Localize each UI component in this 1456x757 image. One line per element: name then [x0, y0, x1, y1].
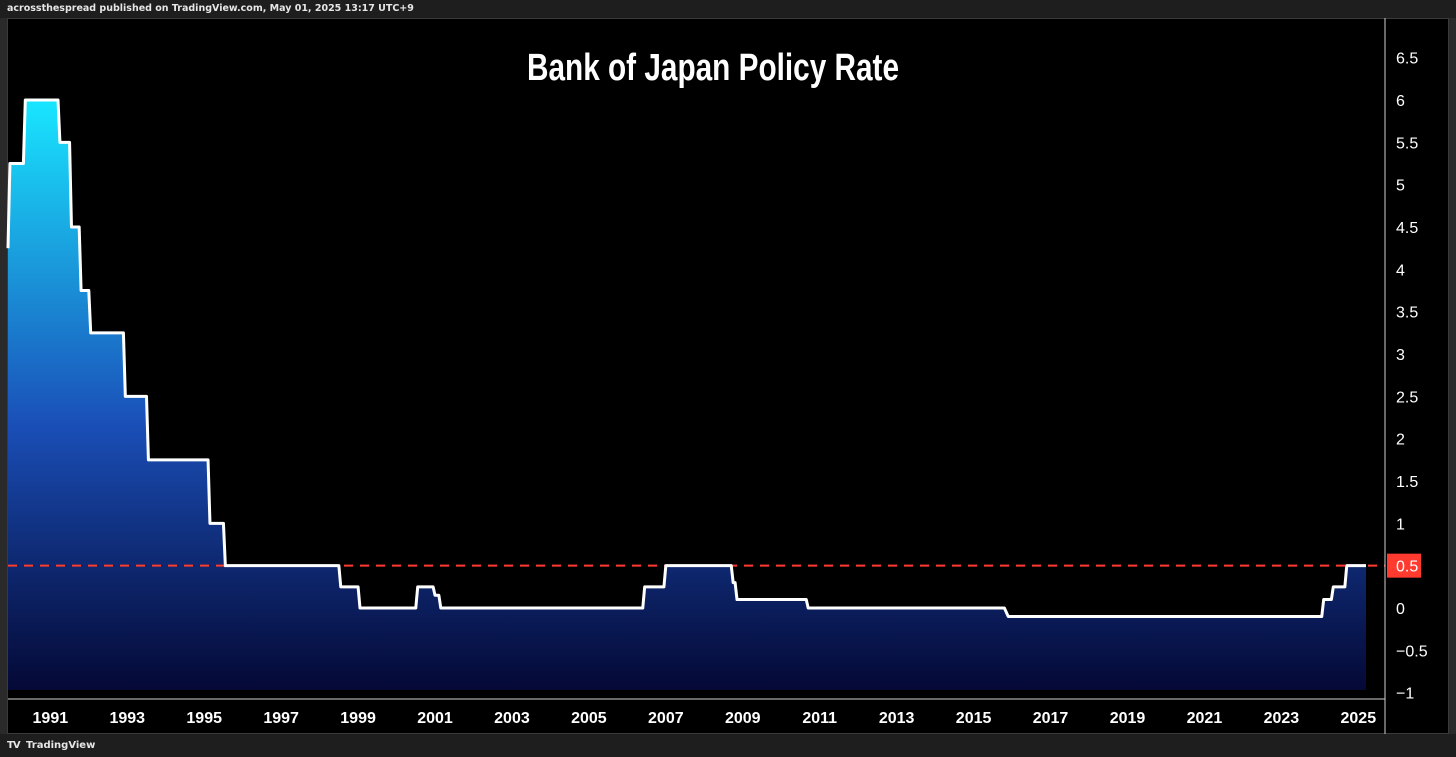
y-tick-label: −1 — [1396, 686, 1414, 703]
tradingview-logo-icon: 𝗧𝗩 — [7, 740, 21, 751]
y-tick-label: 0 — [1396, 601, 1405, 618]
current-value-label: 0.5 — [1396, 559, 1418, 576]
x-tick-label: 2019 — [1110, 710, 1146, 727]
x-tick-label: 1991 — [33, 710, 69, 727]
y-tick-label: −0.5 — [1396, 643, 1428, 660]
x-tick-label: 2005 — [571, 710, 607, 727]
x-tick-label: 2011 — [802, 710, 837, 727]
x-axis: 1991 1993 1995 1997 1999 2001 2003 2005 2007 2009… — [33, 710, 1377, 727]
x-tick-label: 2021 — [1187, 710, 1223, 727]
x-tick-label: 2009 — [725, 710, 761, 727]
x-tick-label: 2013 — [879, 710, 915, 727]
x-tick-label: 2003 — [494, 710, 530, 727]
x-tick-label: 2007 — [648, 710, 684, 727]
x-tick-label: 2015 — [956, 710, 992, 727]
y-tick-label: 2 — [1396, 432, 1405, 449]
y-tick-label: 3 — [1396, 347, 1405, 364]
x-tick-label: 2001 — [417, 710, 453, 727]
y-axis: −1 −0.5 0 0.5 1 1.5 2 2.5 3 3.5 4 4.5 5 5.5 6 6.5 — [1396, 51, 1428, 703]
y-tick-label: 6 — [1396, 93, 1405, 110]
chart-title: Bank of Japan Policy Rate — [527, 47, 899, 89]
y-tick-label: 3.5 — [1396, 305, 1418, 322]
x-tick-label: 2017 — [1033, 710, 1069, 727]
x-tick-label: 1995 — [186, 710, 222, 727]
tradingview-footer: 𝗧𝗩 TradingView — [0, 734, 1456, 757]
y-tick-label: 4.5 — [1396, 220, 1418, 237]
x-tick-label: 1993 — [109, 710, 145, 727]
y-tick-label: 5 — [1396, 178, 1405, 195]
x-tick-label: 1999 — [340, 710, 376, 727]
current-value-badge: 0.5 — [1387, 553, 1421, 578]
rate-area — [8, 100, 1366, 690]
y-tick-label: 1.5 — [1396, 474, 1418, 491]
rate-line — [6, 98, 1366, 618]
y-tick-label: 1 — [1396, 516, 1405, 533]
publisher-text: acrossthespread published on TradingView… — [7, 3, 414, 14]
x-tick-label: 2023 — [1264, 710, 1300, 727]
brand-label: TradingView — [26, 740, 96, 751]
current-value-badge-bg — [1387, 553, 1421, 578]
publisher-header: acrossthespread published on TradingView… — [0, 0, 1456, 18]
y-tick-label: 5.5 — [1396, 135, 1418, 152]
y-tick-label: 6.5 — [1396, 51, 1418, 68]
y-tick-label: 4 — [1396, 262, 1405, 279]
x-tick-label: 2025 — [1341, 710, 1377, 727]
y-tick-label: 2.5 — [1396, 389, 1418, 406]
x-tick-label: 1997 — [263, 710, 299, 727]
